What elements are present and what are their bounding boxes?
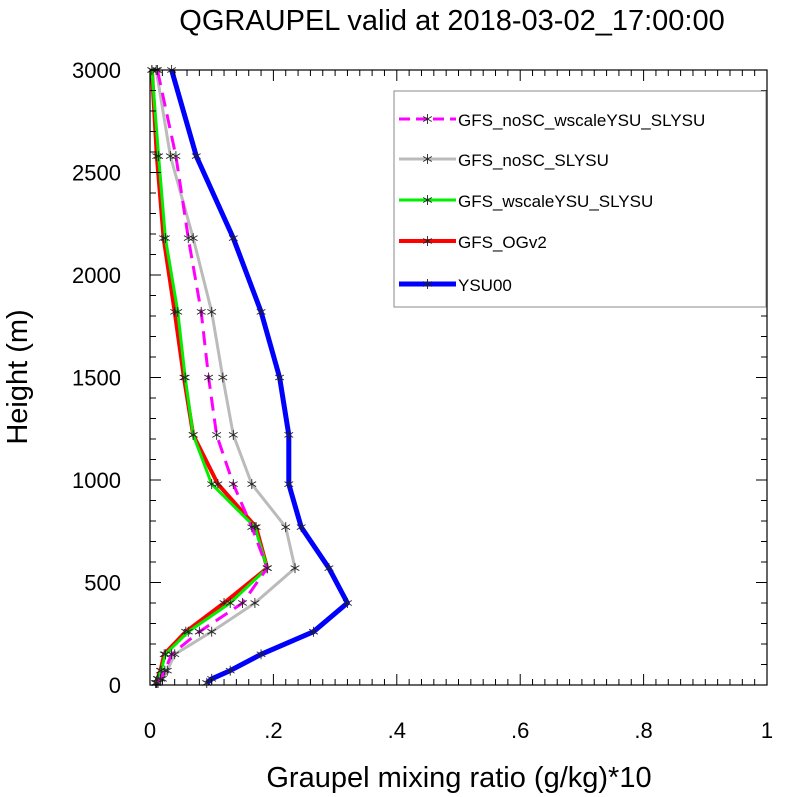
legend-marker (422, 154, 433, 164)
data-point-marker (171, 151, 181, 162)
data-point-marker (165, 151, 175, 162)
data-point-marker (250, 598, 260, 608)
legend-label: GFS_noSC_SLYSU (458, 151, 609, 170)
data-point-marker (296, 522, 306, 533)
data-point-marker (225, 598, 235, 608)
y-tick-label: 1500 (72, 366, 121, 391)
data-point-marker (160, 665, 170, 676)
data-point-marker (167, 649, 177, 660)
data-point-marker (281, 522, 291, 533)
legend-label: YSU00 (458, 276, 512, 295)
legend-marker (422, 114, 433, 124)
data-point-marker (196, 306, 206, 317)
data-point-marker (183, 233, 193, 244)
legend-label: GFS_wscaleYSU_SLYSU (458, 192, 653, 211)
legend: GFS_noSC_wscaleYSU_SLYSU GFS_noSC_SLYSU GF… (393, 90, 767, 308)
data-point-marker (204, 372, 214, 383)
legend-label: GFS_noSC_wscaleYSU_SLYSU (458, 111, 705, 130)
x-tick-label: .2 (264, 718, 282, 743)
y-tick-label: 2500 (72, 161, 121, 186)
data-point-marker (228, 233, 238, 244)
y-tick-label: 0 (109, 673, 121, 698)
series-markers (152, 65, 272, 688)
data-point-marker (308, 626, 319, 637)
x-tick-label: 1 (761, 718, 773, 743)
y-tick-labels: 0 500 1000 1500 2000 2500 3000 (72, 58, 121, 698)
data-point-marker (207, 626, 217, 637)
series-lines (147, 65, 352, 688)
x-tick-labels: 0 .2 .4 .6 .8 1 (144, 718, 773, 743)
data-point-marker (342, 598, 352, 608)
y-axis-label: Height (m) (2, 309, 34, 444)
data-point-marker (207, 479, 217, 490)
data-point-marker (218, 372, 228, 383)
x-tick-label: 0 (144, 718, 156, 743)
data-point-marker (160, 233, 170, 244)
x-tick-label: .4 (388, 718, 406, 743)
data-point-marker (155, 673, 166, 684)
data-point-marker (191, 151, 201, 162)
y-tick-label: 1000 (72, 468, 121, 493)
legend-marker (422, 236, 433, 246)
data-point-marker (188, 429, 198, 440)
data-point-marker (275, 372, 285, 383)
x-tick-label: .8 (634, 718, 652, 743)
y-tick-label: 3000 (72, 58, 121, 83)
data-point-marker (228, 479, 238, 490)
data-point-marker (183, 626, 193, 637)
chart-title: QGRAUPEL valid at 2018-03-02_17:00:00 (179, 5, 724, 37)
data-point-marker (237, 598, 248, 608)
data-point-marker (290, 563, 300, 574)
data-point-marker (247, 479, 257, 490)
data-point-marker (207, 306, 217, 317)
legend-marker (422, 279, 433, 289)
data-point-marker (284, 429, 294, 440)
data-point-marker (194, 626, 204, 637)
series-line-ysu00 (169, 69, 350, 685)
data-point-marker (247, 522, 257, 533)
data-point-marker (212, 429, 222, 440)
y-tick-label: 500 (84, 571, 121, 596)
data-point-marker (256, 649, 266, 660)
data-point-marker (225, 665, 235, 676)
data-point-marker (262, 563, 272, 574)
axis-ticks (149, 69, 768, 686)
x-tick-label: .6 (511, 718, 529, 743)
data-point-marker (324, 563, 334, 574)
data-point-marker (228, 429, 238, 440)
legend-label: GFS_OGv2 (458, 233, 547, 252)
data-point-marker (173, 306, 183, 317)
y-tick-label: 2000 (72, 263, 121, 288)
data-point-marker (154, 151, 164, 162)
data-point-marker (188, 233, 198, 244)
data-point-marker (180, 372, 190, 383)
x-axis-label: Graupel mixing ratio (g/kg)*10 (266, 762, 651, 794)
data-point-marker (256, 306, 266, 317)
legend-marker (422, 195, 433, 205)
data-point-marker (284, 479, 294, 490)
